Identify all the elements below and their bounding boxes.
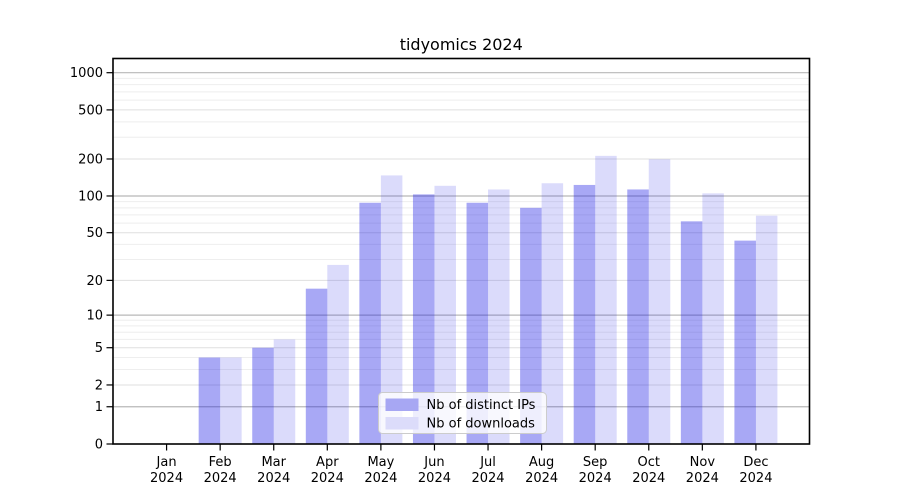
y-tick-label-20: 20 [86,274,103,289]
x-tick-label-sep: Sep 2024 [579,455,612,486]
bar-downloads-nov [702,193,724,444]
y-axis-labels: 0 1 2 5 10 20 50 100 200 500 1000 [70,66,103,452]
y-tick-label-200: 200 [78,152,103,167]
gridlines [113,72,810,408]
bar-distinct-ips-mar [252,347,274,444]
y-tick-label-2: 2 [95,378,103,393]
bar-distinct-ips-may [359,202,381,444]
plot-frame [112,57,811,445]
legend-swatch-distinct-ips [385,398,419,411]
bar-distinct-ips-apr [305,288,328,444]
bar-distinct-ips-feb [198,357,221,444]
bar-downloads-jul [488,189,510,444]
x-tick-label-jul: Jul 2024 [471,455,504,486]
x-tick-label-jun: Jun 2024 [418,455,451,486]
x-tick-label-mar: Mar 2024 [257,455,290,486]
x-tick-label-nov: Nov 2024 [686,455,719,486]
bar-downloads-sep [595,155,617,444]
y-tick-label-500: 500 [78,103,103,118]
x-tick-label-apr: Apr 2024 [311,455,344,486]
bar-distinct-ips-dec [734,240,756,444]
x-axis-labels: Jan 2024 Feb 2024 Mar 2024 Apr 2024 May 2024 Jun 20… [150,455,772,486]
x-tick-label-dec: Dec 2024 [739,455,772,486]
bar-downloads-oct [648,159,671,445]
y-axis-ticks [106,72,113,445]
chart-title: tidyomics 2024 [400,35,523,54]
legend-box [378,392,547,434]
bar-downloads-mar [273,339,296,444]
bar-distinct-ips-jun [412,194,435,444]
bar-downloads-may [380,175,403,444]
bar-downloads-dec [755,215,778,444]
y-tick-label-50: 50 [86,226,103,241]
y-tick-label-100: 100 [78,189,103,204]
bar-downloads-aug [541,183,564,444]
x-tick-label-oct: Oct 2024 [632,455,665,486]
bar-distinct-ips-oct [627,189,649,444]
x-tick-label-feb: Feb 2024 [204,455,237,486]
bar-distinct-ips-aug [520,207,542,444]
bar-distinct-ips-sep [573,184,596,445]
bar-downloads-feb [220,357,242,444]
bar-downloads-jun [434,185,456,444]
bar-downloads-apr [327,264,349,444]
legend-label-distinct-ips: Nb of distinct IPs [427,398,536,413]
bar-distinct-ips-jul [466,202,489,444]
plot-border [112,57,811,445]
x-tick-label-jan: Jan 2024 [150,455,183,486]
bar-distinct-ips-nov [680,221,703,444]
x-tick-label-aug: Aug 2024 [525,455,558,486]
y-tick-label-1000: 1000 [70,66,103,81]
legend: Nb of distinct IPs Nb of downloads [378,392,547,434]
y-tick-label-0: 0 [95,438,103,453]
y-tick-label-5: 5 [95,341,103,356]
y-tick-label-1: 1 [95,400,103,415]
legend-swatch-downloads [385,417,419,430]
bars [198,155,778,445]
x-tick-label-may: May 2024 [364,455,397,486]
legend-label-downloads: Nb of downloads [427,417,536,432]
y-tick-label-10: 10 [86,309,103,324]
x-axis-ticks [165,444,757,451]
